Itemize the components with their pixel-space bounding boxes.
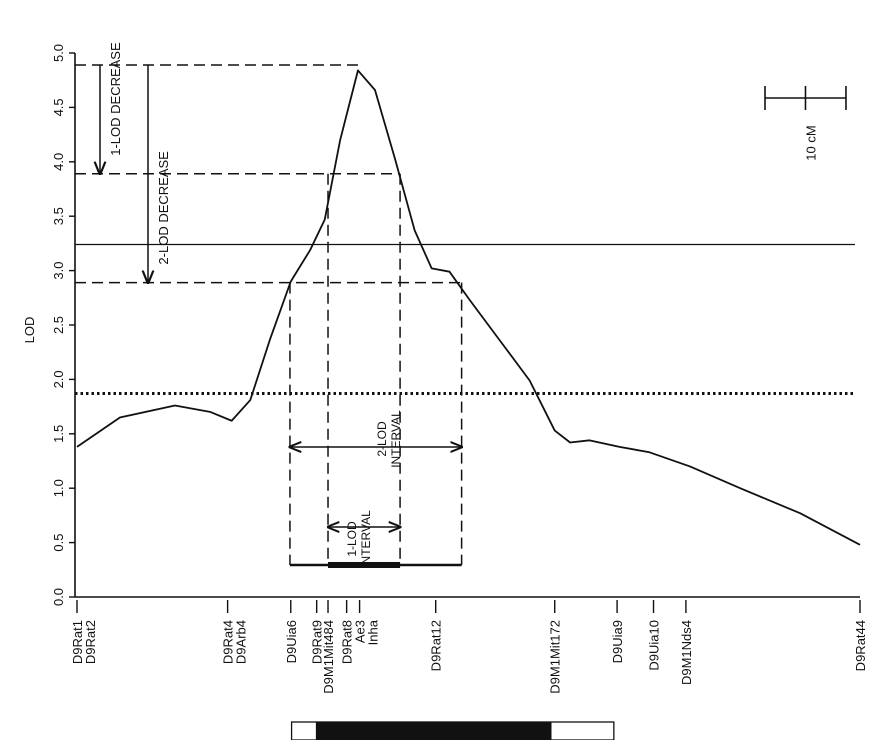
y-tick-label: 1.0 <box>51 479 66 497</box>
region-inner <box>315 722 552 740</box>
decrease-label: 1-LOD DECREASE <box>108 42 123 156</box>
marker-label: D9Rat1 <box>70 620 85 664</box>
decrease-label: 2-LOD DECREASE <box>156 151 171 265</box>
y-tick-label: 1.5 <box>51 425 66 443</box>
marker-label: D9Uia10 <box>647 620 662 671</box>
marker-label: D9Rat2 <box>83 620 98 664</box>
scale-bar-label: 10 cM <box>803 125 818 160</box>
marker-label: D9Rat4 <box>221 620 236 664</box>
marker-label: D9M1Mit484 <box>321 620 336 694</box>
marker-label: D9Rat44 <box>853 620 868 671</box>
y-tick-label: 0.5 <box>51 534 66 552</box>
marker-label: Ae3 <box>353 620 368 643</box>
interval-label: INTERVAL <box>389 410 403 468</box>
marker-label: D9Rat9 <box>310 620 325 664</box>
y-tick-label: 3.0 <box>51 262 66 280</box>
marker-label: D9Rat12 <box>429 620 444 671</box>
marker-label: D9Uia6 <box>284 620 299 663</box>
marker-label: Inha <box>366 619 381 645</box>
marker-label: D9M1Nds4 <box>679 620 694 685</box>
marker-label: D9Uia9 <box>610 620 625 663</box>
interval-label: 2-LOD <box>375 421 389 457</box>
interval-label: 1-LOD <box>345 521 359 557</box>
y-tick-label: 4.5 <box>51 98 66 116</box>
y-tick-label: 5.0 <box>51 44 66 62</box>
y-tick-label: 2.0 <box>51 370 66 388</box>
marker-label: D9Rat8 <box>340 620 355 664</box>
y-tick-label: 3.5 <box>51 207 66 225</box>
y-tick-label: 4.0 <box>51 153 66 171</box>
marker-label: D9M1Mit172 <box>548 620 563 694</box>
interval-label: INTERVAL <box>359 510 373 568</box>
marker-label: D9Arb4 <box>234 620 249 664</box>
y-axis-label: LOD <box>22 317 37 344</box>
y-tick-label: 0.0 <box>51 588 66 606</box>
y-tick-label: 2.5 <box>51 316 66 334</box>
lod-curve <box>76 69 861 546</box>
